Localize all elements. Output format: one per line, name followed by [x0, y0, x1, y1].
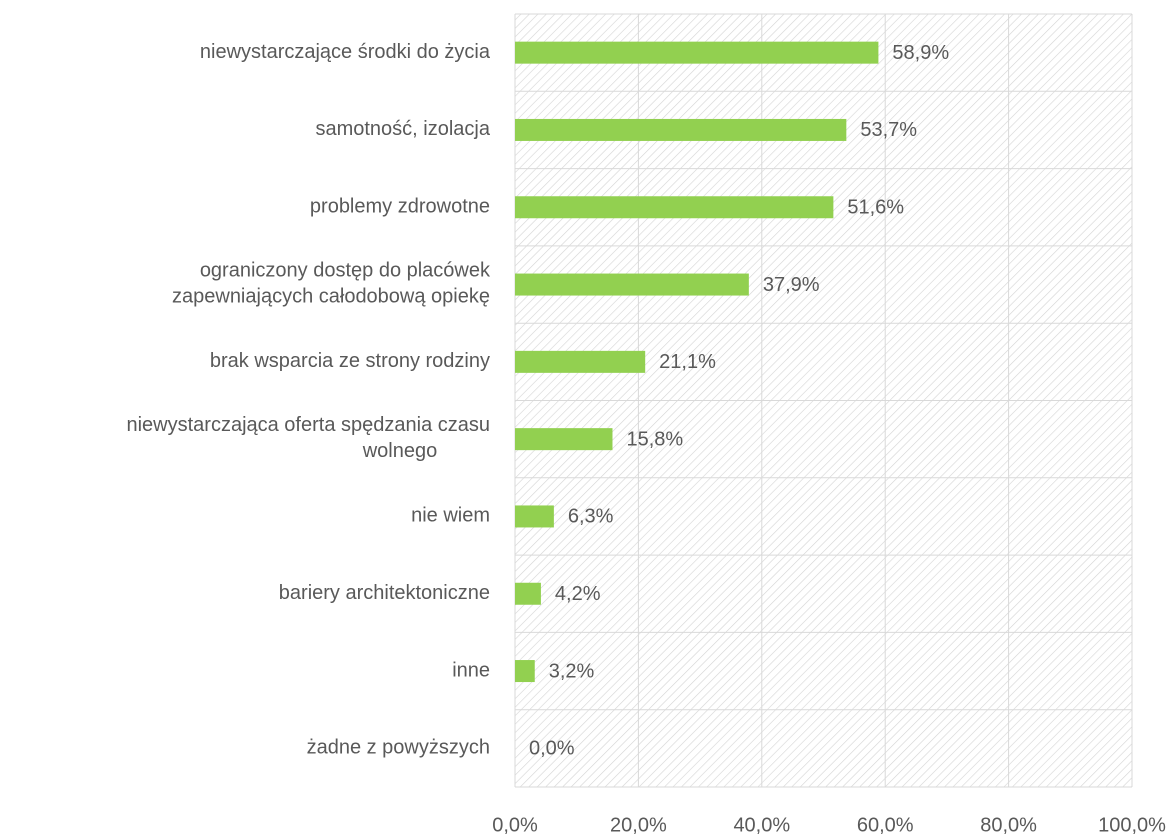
bar: [515, 505, 554, 528]
x-tick-label: 60,0%: [857, 814, 914, 836]
y-tick-label: bariery architektoniczne: [279, 582, 490, 604]
bar: [515, 273, 749, 296]
bar: [515, 41, 879, 64]
label-line: niewystarczająca oferta spędzania czasu: [126, 414, 490, 436]
bar: [515, 350, 646, 373]
bar: [515, 660, 535, 683]
data-label: 51,6%: [847, 197, 904, 219]
y-tick-label: inne: [452, 659, 490, 681]
y-tick-label: nie wiem: [411, 505, 490, 527]
data-label: 58,9%: [892, 42, 949, 64]
data-label: 3,2%: [549, 660, 595, 682]
y-tick-label: problemy zdrowotne: [310, 196, 490, 218]
label-line: ograniczony dostęp do placówek: [200, 260, 491, 282]
x-tick-label: 20,0%: [610, 814, 667, 836]
y-tick-label: niewystarczająca oferta spędzania czasu w…: [126, 414, 490, 462]
y-tick-label: brak wsparcia ze strony rodziny: [210, 350, 490, 372]
label-line: wolnego: [362, 440, 438, 462]
x-tick-label: 0,0%: [492, 814, 538, 836]
bar: [515, 428, 613, 451]
y-tick-label: niewystarczające środki do życia: [200, 41, 491, 63]
x-tick-label: 80,0%: [980, 814, 1037, 836]
bar: [515, 582, 541, 605]
y-tick-label: samotność, izolacja: [315, 118, 490, 140]
x-tick-label: 100,0%: [1098, 814, 1166, 836]
data-label: 37,9%: [763, 274, 820, 296]
x-tick-label: 40,0%: [733, 814, 790, 836]
data-label: 15,8%: [626, 428, 683, 450]
data-label: 6,3%: [568, 506, 614, 528]
bar: [515, 196, 834, 219]
y-tick-label: żadne z powyższych: [307, 737, 490, 759]
data-label: 21,1%: [659, 351, 716, 373]
data-label: 0,0%: [529, 738, 575, 760]
bar: [515, 118, 847, 141]
data-label: 53,7%: [860, 119, 917, 141]
label-line: zapewniających całodobową opiekę: [172, 286, 490, 308]
data-label: 4,2%: [555, 583, 601, 605]
y-tick-label: ograniczony dostęp do placówek zapewniają…: [172, 260, 491, 308]
